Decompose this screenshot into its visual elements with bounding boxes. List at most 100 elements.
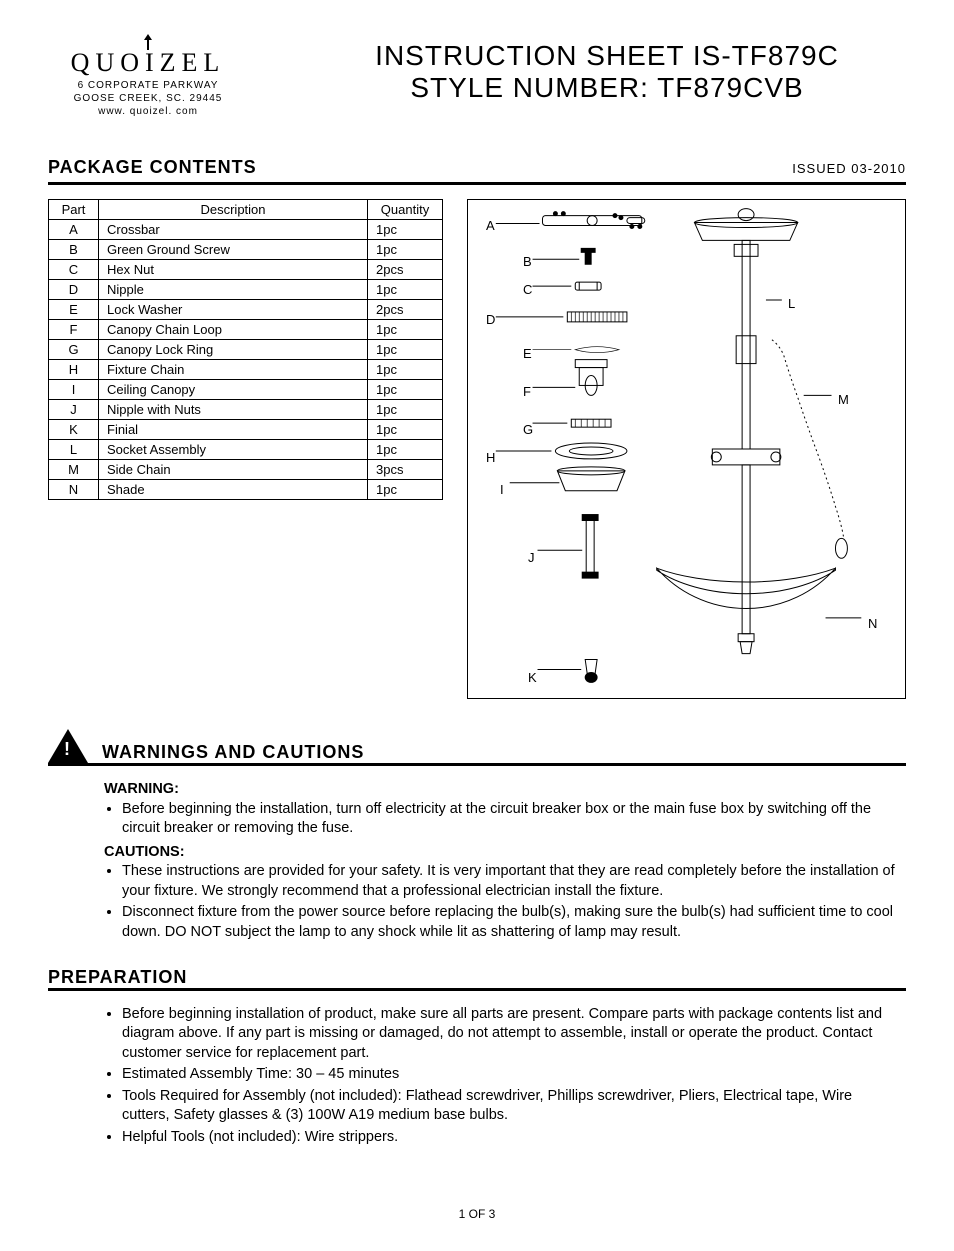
list-item: These instructions are provided for your… (122, 862, 896, 901)
title-block: INSTRUCTION SHEET IS-TF879C STYLE NUMBER… (248, 40, 906, 104)
table-row: ELock Washer2pcs (49, 300, 443, 320)
contents-row: Part Description Quantity ACrossbar1pcBG… (48, 199, 906, 699)
diagram-svg (468, 200, 905, 698)
diagram-label: F (523, 384, 531, 399)
warnings-body: WARNING: Before beginning the installati… (48, 780, 906, 943)
brand-addr-1: 6 CORPORATE PARKWAY (48, 80, 248, 91)
cell-desc: Side Chain (99, 460, 368, 480)
warnings-heading-row: WARNINGS AND CAUTIONS (48, 729, 906, 763)
section-heading-warnings: WARNINGS AND CAUTIONS (102, 742, 364, 763)
diagram-label: B (523, 254, 532, 269)
table-row: CHex Nut2pcs (49, 260, 443, 280)
rule-3 (48, 988, 906, 991)
list-item: Before beginning the installation, turn … (122, 800, 896, 839)
table-row: GCanopy Lock Ring1pc (49, 340, 443, 360)
preparation-body: Before beginning installation of product… (48, 1005, 906, 1148)
cell-qty: 1pc (368, 380, 443, 400)
issued-date: ISSUED 03-2010 (792, 161, 906, 176)
table-row: KFinial1pc (49, 420, 443, 440)
col-desc-header: Description (99, 200, 368, 220)
cell-part: E (49, 300, 99, 320)
cell-qty: 1pc (368, 240, 443, 260)
cell-part: C (49, 260, 99, 280)
diagram-label: N (868, 616, 877, 631)
diagram-label: E (523, 346, 532, 361)
table-row: BGreen Ground Screw1pc (49, 240, 443, 260)
page-footer: 1 OF 3 (48, 1207, 906, 1221)
cell-part: B (49, 240, 99, 260)
brand-addr-3: www. quoizel. com (48, 106, 248, 117)
package-contents-header-row: PACKAGE CONTENTS ISSUED 03-2010 (48, 157, 906, 182)
cell-desc: Lock Washer (99, 300, 368, 320)
section-heading-package: PACKAGE CONTENTS (48, 157, 257, 178)
cell-part: D (49, 280, 99, 300)
cell-part: I (49, 380, 99, 400)
cell-desc: Fixture Chain (99, 360, 368, 380)
diagram-label: J (528, 550, 535, 565)
logo-block: QUOIZEL 6 CORPORATE PARKWAY GOOSE CREEK,… (48, 40, 248, 117)
table-row: HFixture Chain1pc (49, 360, 443, 380)
cell-part: N (49, 480, 99, 500)
list-item: Tools Required for Assembly (not include… (122, 1087, 896, 1126)
cell-part: L (49, 440, 99, 460)
diagram-label: A (486, 218, 495, 233)
warning-triangle-icon (48, 729, 88, 763)
warning-label: WARNING: (104, 780, 896, 800)
lamp-icon (141, 34, 155, 55)
cell-qty: 1pc (368, 400, 443, 420)
warning-list: Before beginning the installation, turn … (104, 800, 896, 839)
list-item: Disconnect fixture from the power source… (122, 903, 896, 942)
cell-part: J (49, 400, 99, 420)
cell-part: K (49, 420, 99, 440)
diagram-label: G (523, 422, 533, 437)
table-row: ICeiling Canopy1pc (49, 380, 443, 400)
cell-desc: Nipple (99, 280, 368, 300)
rule-2 (48, 763, 906, 766)
cautions-list: These instructions are provided for your… (104, 862, 896, 942)
diagram-label: L (788, 296, 795, 311)
table-row: JNipple with Nuts1pc (49, 400, 443, 420)
table-row: ACrossbar1pc (49, 220, 443, 240)
list-item: Estimated Assembly Time: 30 – 45 minutes (122, 1065, 896, 1085)
cell-part: M (49, 460, 99, 480)
table-row: DNipple1pc (49, 280, 443, 300)
brand-name: QUOIZEL (48, 48, 248, 78)
cell-desc: Canopy Lock Ring (99, 340, 368, 360)
cell-desc: Socket Assembly (99, 440, 368, 460)
cell-qty: 3pcs (368, 460, 443, 480)
cell-qty: 1pc (368, 420, 443, 440)
cell-desc: Nipple with Nuts (99, 400, 368, 420)
rule-1 (48, 182, 906, 185)
cell-qty: 1pc (368, 320, 443, 340)
cell-part: G (49, 340, 99, 360)
diagram-label: C (523, 282, 532, 297)
cell-desc: Shade (99, 480, 368, 500)
cell-desc: Ceiling Canopy (99, 380, 368, 400)
cell-desc: Canopy Chain Loop (99, 320, 368, 340)
cell-qty: 2pcs (368, 300, 443, 320)
cell-part: A (49, 220, 99, 240)
parts-table-wrap: Part Description Quantity ACrossbar1pcBG… (48, 199, 443, 699)
cell-qty: 1pc (368, 360, 443, 380)
cell-qty: 1pc (368, 220, 443, 240)
col-qty-header: Quantity (368, 200, 443, 220)
parts-diagram: ABCDEFGHIJKLMN (467, 199, 906, 699)
cell-part: H (49, 360, 99, 380)
cell-qty: 2pcs (368, 260, 443, 280)
title-line-2: STYLE NUMBER: TF879CVB (308, 72, 906, 104)
table-row: FCanopy Chain Loop1pc (49, 320, 443, 340)
cell-qty: 1pc (368, 480, 443, 500)
diagram-label: H (486, 450, 495, 465)
table-row: LSocket Assembly1pc (49, 440, 443, 460)
cell-desc: Green Ground Screw (99, 240, 368, 260)
cell-desc: Finial (99, 420, 368, 440)
cell-desc: Hex Nut (99, 260, 368, 280)
brand-addr-2: GOOSE CREEK, SC. 29445 (48, 93, 248, 104)
preparation-list: Before beginning installation of product… (104, 1005, 896, 1148)
list-item: Helpful Tools (not included): Wire strip… (122, 1128, 896, 1148)
list-item: Before beginning installation of product… (122, 1005, 896, 1064)
table-row: NShade1pc (49, 480, 443, 500)
diagram-label: I (500, 482, 504, 497)
cell-qty: 1pc (368, 440, 443, 460)
cautions-label: CAUTIONS: (104, 843, 896, 863)
